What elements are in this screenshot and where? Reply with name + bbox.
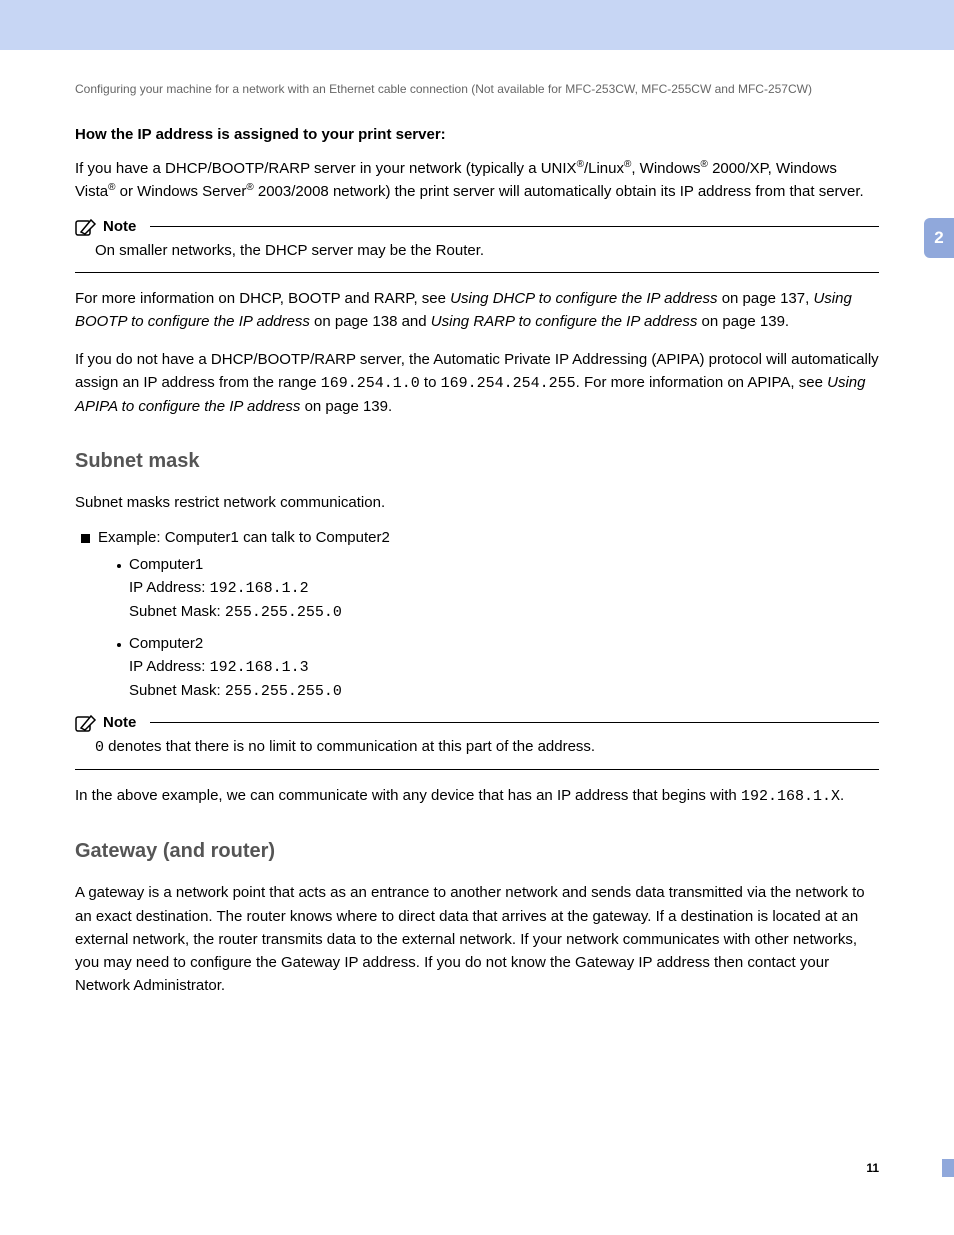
- cross-reference: Using DHCP to configure the IP address: [450, 290, 717, 307]
- example-bullet: Example: Computer1 can talk to Computer2: [75, 529, 879, 546]
- section-title-gateway: Gateway (and router): [75, 840, 879, 863]
- paragraph-subnet-example-summary: In the above example, we can communicate…: [75, 784, 879, 808]
- text: /Linux: [584, 160, 624, 177]
- paragraph-gateway: A gateway is a network point that acts a…: [75, 881, 879, 997]
- note-rule: [150, 722, 879, 723]
- field-label: Subnet Mask:: [129, 603, 225, 620]
- cross-reference: Using RARP to configure the IP address: [431, 313, 698, 330]
- computer-name: Computer1: [129, 556, 203, 573]
- text: on page 138 and: [310, 313, 431, 330]
- text: , Windows: [631, 160, 700, 177]
- running-header: Configuring your machine for a network w…: [75, 80, 879, 98]
- text: to: [420, 374, 441, 391]
- ip-literal: 169.254.254.255: [441, 375, 576, 392]
- text: denotes that there is no limit to commun…: [104, 738, 595, 755]
- section-title-subnet-mask: Subnet mask: [75, 450, 879, 473]
- registered-mark: ®: [246, 182, 253, 193]
- text: . For more information on APIPA, see: [576, 374, 828, 391]
- literal-zero: 0: [95, 739, 104, 756]
- ip-literal: 169.254.1.0: [321, 375, 420, 392]
- top-header-bar: [0, 0, 954, 50]
- list-item: Computer1 IP Address: 192.168.1.2 Subnet…: [117, 556, 879, 621]
- example-label: Example: Computer1 can talk to Computer2: [98, 529, 390, 546]
- ip-pattern: 192.168.1.X: [741, 788, 840, 805]
- text: If you have a DHCP/BOOTP/RARP server in …: [75, 160, 577, 177]
- mask-value: 255.255.255.0: [225, 604, 342, 621]
- text: or Windows Server: [115, 183, 246, 200]
- paragraph-subnet-intro: Subnet masks restrict network communicat…: [75, 491, 879, 514]
- page-number: 11: [866, 1161, 879, 1175]
- registered-mark: ®: [701, 159, 708, 170]
- text: on page 139.: [300, 398, 392, 415]
- dot-bullet-icon: [117, 643, 121, 647]
- note-header: Note: [75, 218, 879, 236]
- bottom-thumb-tab: [942, 1159, 954, 1177]
- note-rule: [150, 226, 879, 227]
- text: on page 137,: [718, 290, 814, 307]
- field-label: IP Address:: [129, 579, 210, 596]
- paragraph-apipa: If you do not have a DHCP/BOOTP/RARP ser…: [75, 348, 879, 419]
- text: 2003/2008 network) the print server will…: [254, 183, 864, 200]
- text: .: [840, 787, 844, 804]
- note-block: Note 0 denotes that there is no limit to…: [75, 714, 879, 771]
- ip-value: 192.168.1.2: [210, 580, 309, 597]
- field-label: IP Address:: [129, 658, 210, 675]
- paragraph-ip-assignment: If you have a DHCP/BOOTP/RARP server in …: [75, 157, 879, 204]
- ip-value: 192.168.1.3: [210, 659, 309, 676]
- text: In the above example, we can communicate…: [75, 787, 741, 804]
- note-icon: [75, 714, 97, 732]
- note-header: Note: [75, 714, 879, 732]
- text: on page 139.: [697, 313, 789, 330]
- square-bullet-icon: [81, 534, 90, 543]
- note-body: On smaller networks, the DHCP server may…: [75, 236, 879, 269]
- note-rule: [75, 272, 879, 273]
- note-body: 0 denotes that there is no limit to comm…: [75, 732, 879, 766]
- page-content: Configuring your machine for a network w…: [0, 50, 954, 998]
- computer-name: Computer2: [129, 635, 203, 652]
- text: For more information on DHCP, BOOTP and …: [75, 290, 450, 307]
- note-label: Note: [103, 714, 136, 731]
- note-label: Note: [103, 218, 136, 235]
- section-heading: How the IP address is assigned to your p…: [75, 126, 879, 143]
- computer-list: Computer1 IP Address: 192.168.1.2 Subnet…: [75, 556, 879, 700]
- paragraph-dhcp-refs: For more information on DHCP, BOOTP and …: [75, 287, 879, 334]
- note-rule: [75, 769, 879, 770]
- list-item: Computer2 IP Address: 192.168.1.3 Subnet…: [117, 635, 879, 700]
- mask-value: 255.255.255.0: [225, 683, 342, 700]
- registered-mark: ®: [577, 159, 584, 170]
- field-label: Subnet Mask:: [129, 682, 225, 699]
- chapter-tab: 2: [924, 218, 954, 258]
- dot-bullet-icon: [117, 564, 121, 568]
- note-icon: [75, 218, 97, 236]
- note-block: Note On smaller networks, the DHCP serve…: [75, 218, 879, 274]
